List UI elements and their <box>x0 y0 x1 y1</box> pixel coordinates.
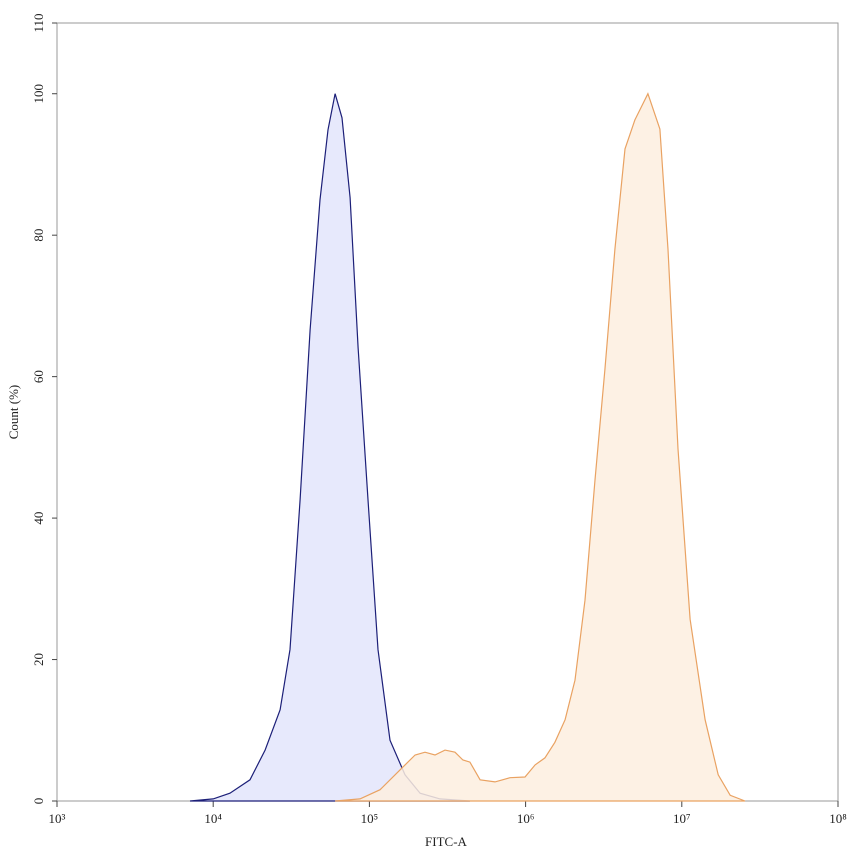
y-axis-label: Count (%) <box>6 385 21 440</box>
x-tick-label: 10⁴ <box>204 811 222 826</box>
x-tick-label: 10⁷ <box>673 811 691 826</box>
y-tick-label: 20 <box>31 653 46 666</box>
x-tick-label: 10⁵ <box>361 811 379 826</box>
y-tick-label: 100 <box>31 84 46 104</box>
y-tick-label: 80 <box>31 229 46 242</box>
x-tick-label: 10³ <box>49 811 66 826</box>
x-tick-label: 10⁶ <box>517 811 535 826</box>
y-tick-label: 60 <box>31 370 46 383</box>
x-tick-label: 10⁸ <box>829 811 847 826</box>
y-tick-label: 110 <box>31 13 46 32</box>
x-axis-label: FITC-A <box>425 834 468 849</box>
plot-frame <box>56 22 839 802</box>
histogram-area <box>335 92 746 802</box>
y-tick-label: 0 <box>31 798 46 805</box>
y-tick-label: 40 <box>31 512 46 525</box>
